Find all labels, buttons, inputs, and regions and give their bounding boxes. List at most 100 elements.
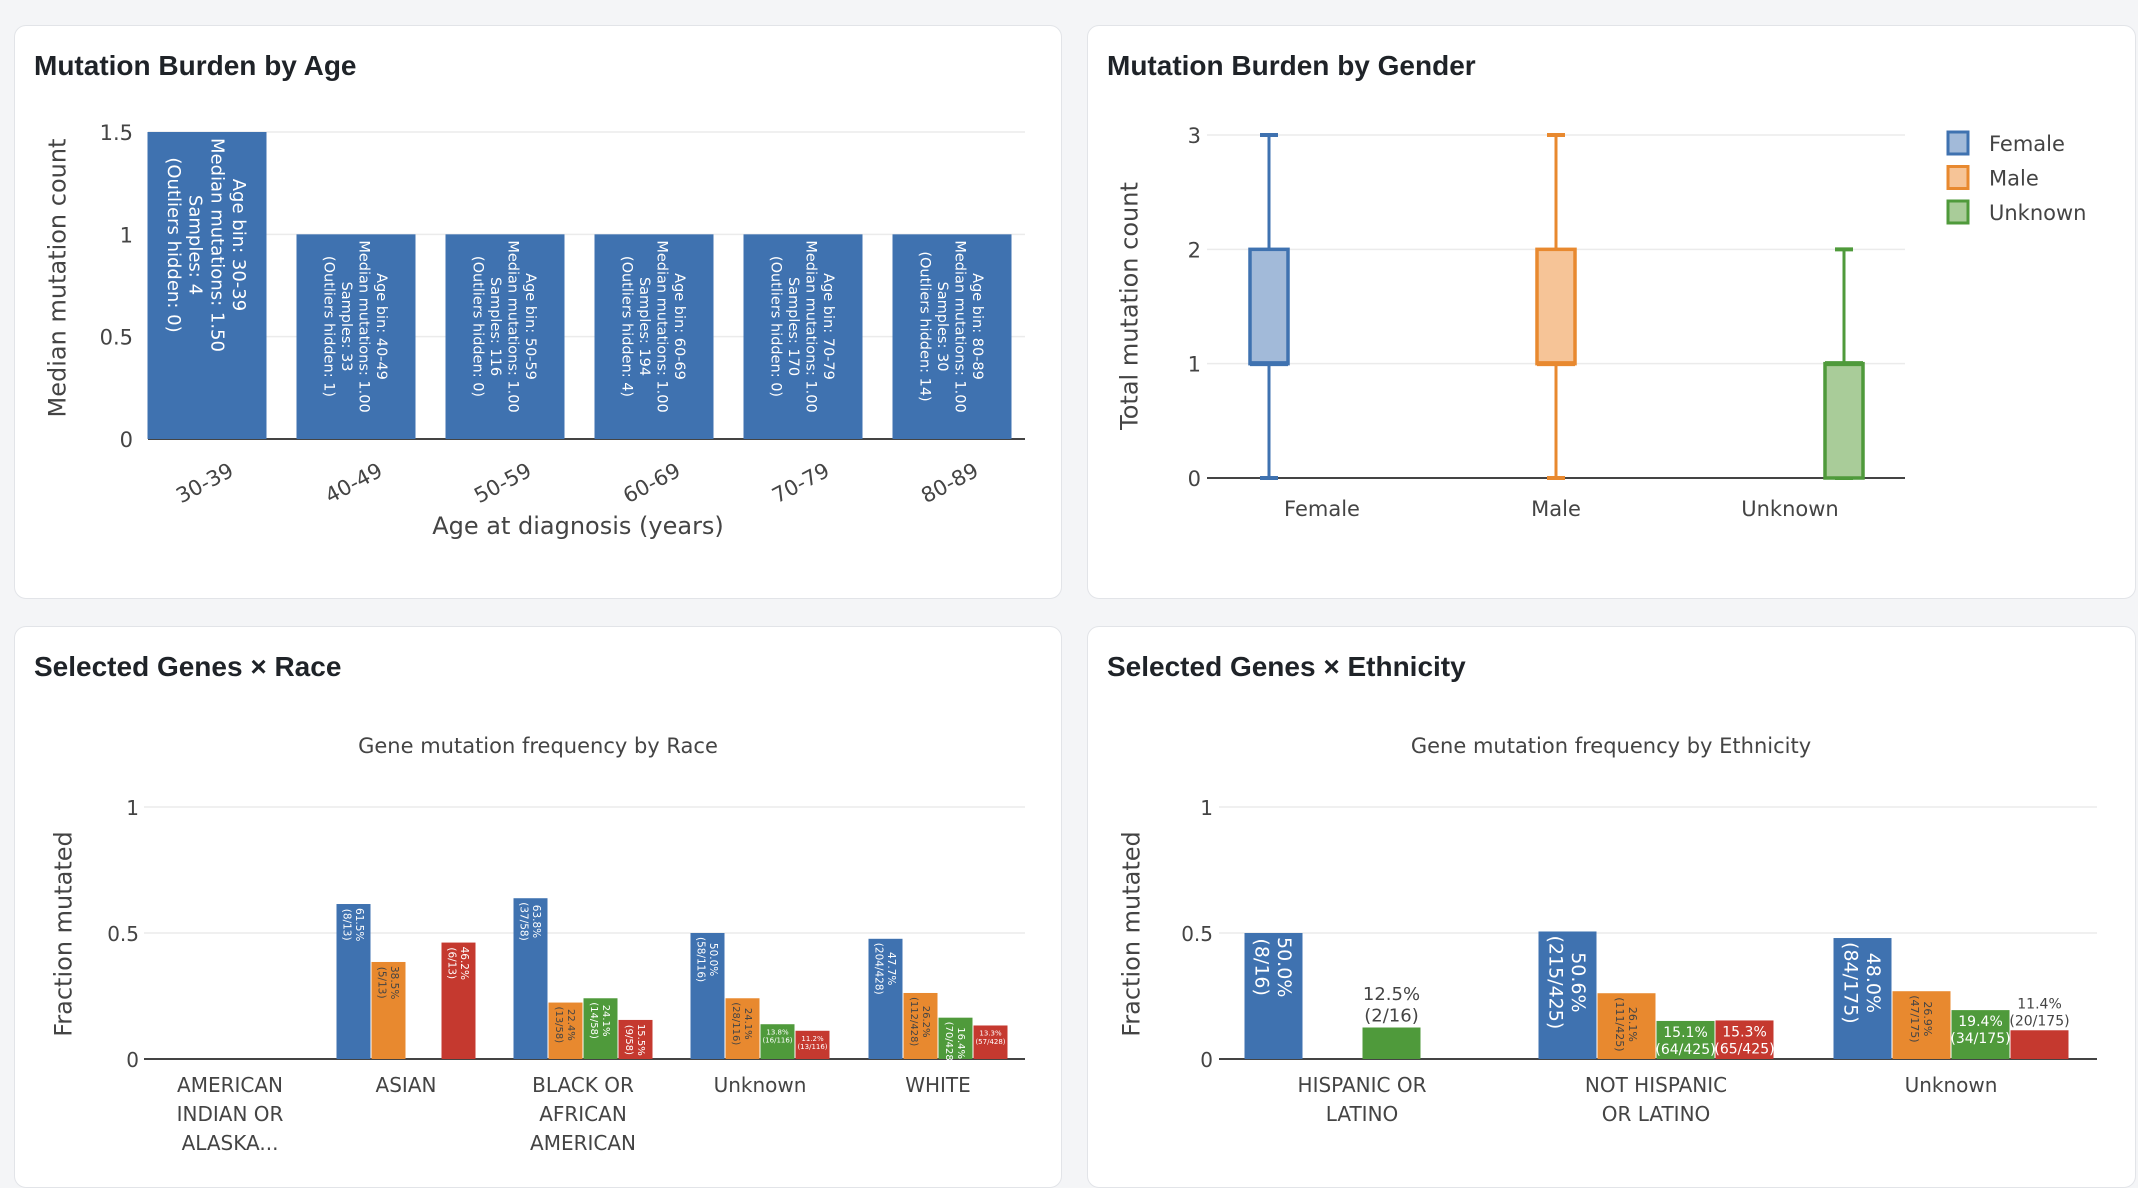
bar-label-line: 50.0% bbox=[1273, 937, 1295, 997]
bar-label: 26.2%(112/428) bbox=[908, 997, 931, 1046]
y-tick-label: 1 bbox=[120, 223, 133, 247]
bar-label: 16.4%(70/428) bbox=[943, 1022, 966, 1065]
y-tick-label: 1 bbox=[126, 796, 139, 820]
x-tick-label: 50-59 bbox=[470, 458, 535, 508]
bar bbox=[296, 234, 416, 439]
x-tick-label-line: OR LATINO bbox=[1602, 1102, 1711, 1126]
bar-label: 11.2%(13/116) bbox=[797, 1035, 827, 1051]
bar-label-line: (34/175) bbox=[1950, 1031, 2010, 1047]
legend-label: Unknown bbox=[1989, 201, 2086, 225]
y-axis-title: Fraction mutated bbox=[1118, 831, 1146, 1037]
bar bbox=[618, 1019, 653, 1059]
bar-label-line: Age bin: 70-79 bbox=[820, 273, 836, 380]
legend-swatch bbox=[1946, 130, 1970, 156]
bar-label-line: 11.4% bbox=[2017, 997, 2061, 1013]
bar-label: 48.0%(84/175) bbox=[1839, 942, 1884, 1024]
box bbox=[1248, 247, 1290, 366]
x-tick-label-line: Unknown bbox=[1905, 1073, 1998, 1097]
x-tick-label-line: INDIAN OR bbox=[177, 1102, 284, 1126]
bar bbox=[892, 234, 1012, 439]
legend-swatch bbox=[1946, 199, 1970, 225]
bar bbox=[1715, 1020, 1774, 1059]
y-axis-title-line: Total mutation count bbox=[1116, 182, 1144, 431]
bar-label-line: (58/116) bbox=[694, 937, 706, 982]
bar-label-line: (13/116) bbox=[797, 1043, 827, 1051]
gender-box-chart: 0 1 2 3 Total mutation count Female Female Male… bbox=[1116, 124, 2087, 521]
bar-label-line: 19.4% bbox=[1958, 1014, 2002, 1030]
bar-label-line: (204/428) bbox=[872, 943, 884, 995]
panel-title: Mutation Burden by Gender bbox=[1107, 50, 1476, 81]
bar-label-line: 11.2% bbox=[801, 1035, 824, 1043]
bar-label-line: Age bin: 60-69 bbox=[671, 273, 687, 380]
bar-label: 63.8%(37/58) bbox=[517, 902, 542, 940]
y-axis-title: Median mutation count bbox=[44, 139, 72, 418]
bar bbox=[594, 234, 714, 439]
bar bbox=[868, 938, 903, 1059]
bar-label: 13.8%(16/116) bbox=[762, 1028, 792, 1044]
gender-panel: Mutation Burden by Gender 0 1 2 3 Total muta… bbox=[1087, 25, 2136, 599]
x-tick-label: ASIAN bbox=[376, 1073, 437, 1097]
bar-label-line: 50.0% bbox=[707, 943, 719, 976]
x-tick-label-line: WHITE bbox=[905, 1073, 971, 1097]
y-axis-title-line: Fraction mutated bbox=[1118, 831, 1146, 1037]
bar-label: 22.4%(13/58) bbox=[553, 1007, 576, 1044]
bar-label-line: 46.2% bbox=[458, 947, 470, 980]
legend-label: Female bbox=[1989, 132, 2065, 156]
bar-label-line: (5/13) bbox=[375, 967, 387, 999]
x-tick-label-line: AFRICAN bbox=[539, 1102, 627, 1126]
bar-label-line: Age bin: 30-39 bbox=[228, 179, 249, 311]
x-tick-label: 40-49 bbox=[321, 458, 386, 508]
bar-label-line: (13/58) bbox=[553, 1007, 564, 1044]
x-tick-label: Male bbox=[1531, 497, 1581, 521]
bar-label-line: (2/16) bbox=[1364, 1005, 1418, 1026]
bar-label-line: 38.5% bbox=[388, 966, 400, 999]
chart-subtitle: Gene mutation frequency by Ethnicity bbox=[1411, 734, 1811, 758]
bar-label-line: 13.8% bbox=[766, 1028, 789, 1036]
y-tick-label: 0 bbox=[120, 428, 133, 452]
bar-label: 11.4%(20/175) bbox=[2009, 997, 2069, 1030]
bar-label: 46.2%(6/13) bbox=[445, 947, 470, 980]
bar bbox=[2010, 1030, 2069, 1059]
bar-label-line: 48.0% bbox=[1862, 953, 1884, 1013]
bar-label-line: (84/175) bbox=[1839, 942, 1861, 1024]
x-tick-label: NOT HISPANIC OR LATINO bbox=[1585, 1073, 1727, 1126]
bar-label: 61.5%(8/13) bbox=[340, 908, 365, 941]
bar-label: 24.1%(14/58) bbox=[588, 1002, 611, 1039]
panel-title: Selected Genes × Ethnicity bbox=[1107, 651, 1466, 682]
y-tick-label: 1 bbox=[1200, 796, 1213, 820]
bar-label-line: Median mutations: 1.00 bbox=[653, 240, 669, 412]
bar bbox=[1951, 1010, 2010, 1059]
bar-label-line: 24.1% bbox=[742, 1008, 753, 1040]
x-tick-label: 30-39 bbox=[172, 458, 237, 508]
y-tick-label: 2 bbox=[1188, 238, 1201, 262]
bar-label-line: (Outliers hidden: 14) bbox=[917, 251, 933, 401]
bar-label-line: (65/425) bbox=[1714, 1041, 1774, 1057]
bar-label-line: (8/16) bbox=[1250, 938, 1272, 996]
bar bbox=[548, 1002, 583, 1059]
y-tick-label: 0 bbox=[1188, 467, 1201, 491]
bar-label-line: (8/13) bbox=[340, 909, 352, 941]
bar-label: 12.5%(2/16) bbox=[1363, 984, 1420, 1027]
bar-label-line: (Outliers hidden: 0) bbox=[768, 256, 784, 397]
x-tick-label-line: Unknown bbox=[714, 1073, 807, 1097]
y-tick-label: 0 bbox=[126, 1048, 139, 1072]
x-tick-label: HISPANIC OR LATINO bbox=[1298, 1073, 1427, 1126]
bar-label-line: 15.1% bbox=[1663, 1025, 1707, 1041]
bar-label-line: 15.3% bbox=[1722, 1024, 1766, 1040]
bar-label-line: (Outliers hidden: 0) bbox=[470, 256, 486, 397]
bar-label: 15.1%(64/425) bbox=[1655, 1025, 1715, 1058]
x-tick-label-line: BLACK OR bbox=[532, 1073, 634, 1097]
x-tick-label: AMERICAN INDIAN OR ALASKA... bbox=[177, 1073, 284, 1155]
box bbox=[1535, 247, 1577, 366]
bar-label-line: 26.9% bbox=[1921, 1001, 1934, 1036]
x-tick-label: Unknown bbox=[1905, 1073, 1998, 1097]
bar-label: 13.3%(57/428) bbox=[975, 1030, 1005, 1046]
bar bbox=[1538, 931, 1597, 1059]
bar-label-line: Age bin: 80-89 bbox=[969, 273, 985, 380]
bar-label: 50.6%(215/425) bbox=[1544, 935, 1589, 1029]
bar-label: 15.5%(9/58) bbox=[623, 1024, 646, 1056]
